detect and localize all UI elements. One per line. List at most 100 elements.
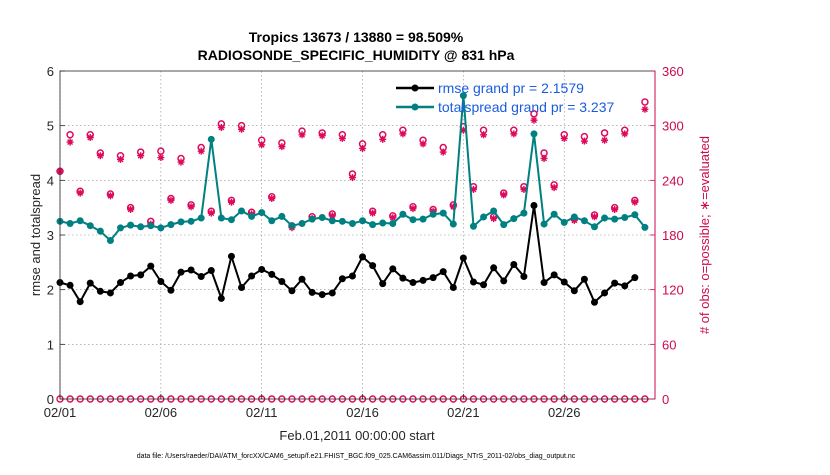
rmse-point: [540, 279, 548, 287]
x-tick-label-1: 02/06: [145, 405, 178, 420]
x-axis-label: Feb.01,2011 00:00:00 start: [279, 428, 435, 443]
totalspread-point: [439, 209, 447, 217]
rmse-point: [369, 262, 377, 270]
tick-layer: 02/01 02/06 02/11 02/16 02/21 02/260123456060…: [44, 64, 684, 420]
totalspread-point: [328, 217, 336, 225]
totalspread-point: [480, 213, 488, 221]
totalspread-point: [520, 209, 528, 217]
totalspread-point: [177, 218, 185, 226]
rmse-point: [409, 279, 417, 287]
totalspread-point: [187, 217, 195, 225]
rmse-point: [76, 298, 84, 306]
obs-evaluated-point: [419, 140, 427, 148]
rmse-point: [187, 266, 195, 274]
rmse-point: [611, 279, 619, 287]
rmse-point: [268, 270, 276, 278]
obs-evaluated-point: [641, 105, 649, 113]
totalspread-point: [197, 214, 205, 222]
obs-evaluated-point: [278, 143, 286, 151]
totalspread-point: [288, 222, 296, 230]
obs-evaluated-point: [480, 131, 488, 139]
totalspread-point: [298, 220, 306, 228]
obs-evaluated-point: [389, 214, 397, 222]
obs-evaluated-point: [601, 136, 609, 144]
rmse-point: [248, 272, 256, 280]
obs-evaluated-point: [106, 192, 114, 200]
totalspread-point: [106, 236, 114, 244]
rmse-point: [238, 283, 246, 291]
totalspread-point: [510, 215, 518, 223]
obs-evaluated-point: [490, 215, 498, 223]
y-left-tick-label-0: 0: [47, 392, 54, 407]
totalspread-point: [308, 215, 316, 223]
totalspread-point: [66, 220, 74, 228]
totalspread-point: [117, 224, 125, 232]
rmse-point: [348, 272, 356, 280]
rmse-point: [550, 271, 558, 279]
rmse-series: [56, 201, 639, 306]
obs-possible-point: [600, 129, 609, 137]
obs-evaluated-point: [459, 126, 467, 134]
obs-evaluated-point: [359, 144, 367, 152]
obs-evaluated-point: [298, 131, 306, 139]
obs-evaluated-point: [268, 195, 276, 203]
rmse-point: [429, 274, 437, 282]
obs-evaluated-point: [157, 154, 165, 162]
totalspread-point: [318, 214, 326, 222]
rmse-point: [399, 274, 407, 282]
totalspread-point: [641, 223, 649, 231]
obs-evaluated-point: [258, 141, 266, 149]
obs-evaluated-point: [631, 198, 639, 206]
totalspread-point: [207, 135, 215, 143]
totalspread-point: [449, 220, 457, 228]
totalspread-point: [389, 220, 397, 228]
rmse-point: [197, 273, 205, 281]
obs-evaluated-point: [328, 212, 336, 220]
obs-evaluated-point: [127, 205, 135, 213]
rmse-point: [338, 275, 346, 283]
totalspread-point: [338, 217, 346, 225]
totalspread-point: [238, 207, 246, 215]
totalspread-point: [86, 222, 94, 230]
totalspread-point: [490, 207, 498, 215]
totalspread-point: [227, 216, 235, 224]
legend-spread-marker: [411, 103, 419, 111]
rmse-point: [449, 283, 457, 291]
x-tick-label-0: 02/01: [44, 405, 77, 420]
totalspread-point: [419, 215, 427, 223]
x-tick-label-3: 02/16: [346, 405, 379, 420]
obs-evaluated-point: [399, 130, 407, 138]
totalspread-point: [580, 217, 588, 225]
totalspread-point: [560, 218, 568, 226]
obs-evaluated-point: [96, 152, 104, 160]
rmse-point: [288, 287, 296, 295]
y-left-tick-label-6: 6: [47, 64, 54, 79]
obs-evaluated-point: [197, 147, 205, 155]
totalspread-point: [157, 224, 165, 232]
totalspread-point: [621, 214, 629, 222]
y-axis-right-label: # of obs: o=possible; ∗=evaluated: [697, 136, 712, 334]
x-tick-label-4: 02/21: [447, 405, 480, 420]
rmse-point: [258, 265, 266, 273]
rmse-point: [631, 274, 639, 282]
rmse-point: [480, 281, 488, 289]
totalspread-point: [137, 223, 145, 231]
rmse-point: [96, 287, 104, 295]
obs-evaluated-point: [409, 205, 417, 213]
totalspread-point: [399, 210, 407, 218]
y-right-tick-label-1: 60: [662, 337, 676, 352]
obs-evaluated-point: [177, 158, 185, 166]
totalspread-point: [570, 213, 578, 221]
totalspread-point: [540, 220, 548, 228]
y-right-tick-label-3: 180: [662, 228, 684, 243]
rmse-point: [137, 271, 145, 279]
rmse-point: [379, 280, 387, 288]
totalspread-point: [611, 215, 619, 223]
totalspread-point: [278, 212, 286, 220]
y-right-tick-label-5: 300: [662, 119, 684, 134]
totalspread-point: [469, 222, 477, 230]
totalspread-point: [379, 219, 387, 227]
obs-evaluated-point: [449, 203, 457, 211]
rmse-point: [106, 289, 114, 297]
